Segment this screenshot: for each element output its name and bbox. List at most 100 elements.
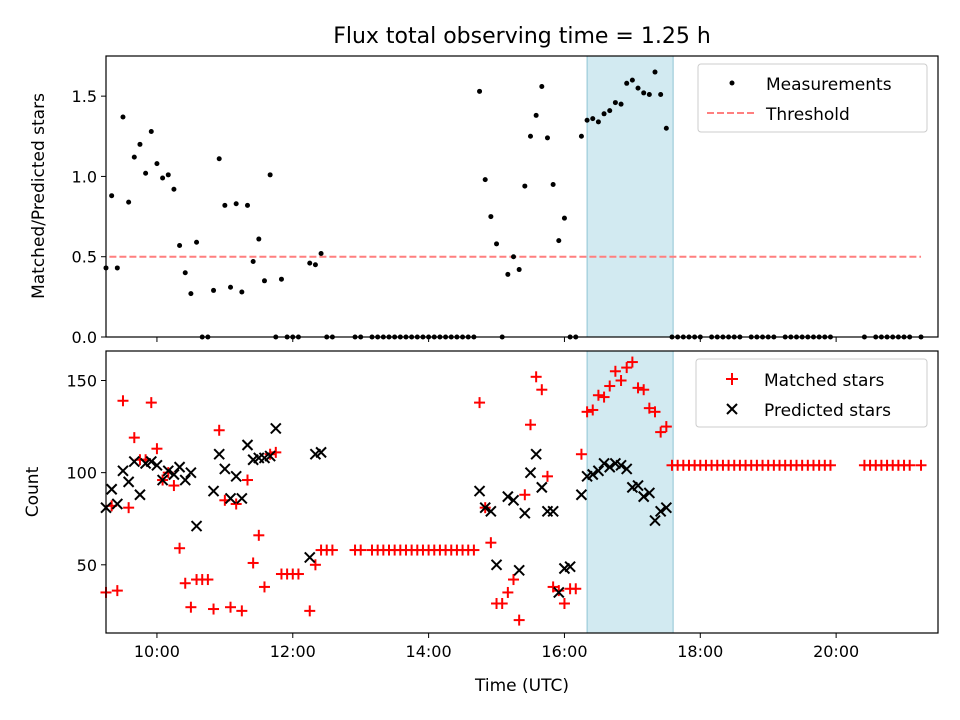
predicted-stars-point — [162, 465, 174, 477]
predicted-stars-point — [553, 586, 565, 599]
measurement-point — [658, 92, 664, 98]
predicted-stars-point — [660, 501, 673, 514]
predicted-stars-point — [168, 468, 180, 481]
matched-stars-point — [174, 542, 186, 554]
predicted-stars-point — [524, 466, 537, 479]
y-tick-label: 0.5 — [72, 248, 97, 267]
measurement-point — [120, 114, 126, 120]
measurement-point — [137, 141, 143, 147]
matched-stars-point — [258, 581, 270, 593]
measurement-point — [601, 111, 607, 117]
top-axes-frame — [105, 55, 939, 338]
measurement-point — [652, 69, 658, 75]
measurement-point — [511, 254, 517, 260]
matched-stars-point — [474, 397, 486, 409]
matched-stars-point — [253, 529, 265, 541]
bottom-x-ticks: 10:00 12:00 14:00 16:00 18:00 20:00 — [134, 633, 859, 661]
matched-stars-point — [185, 601, 197, 613]
predicted-stars-point — [315, 446, 327, 459]
measurement-point — [561, 215, 567, 221]
predicted-stars-point — [632, 479, 644, 492]
measurement-point — [318, 251, 324, 257]
measurement-point — [126, 199, 132, 205]
matched-stars-point — [208, 603, 220, 615]
predicted-stars-point — [637, 490, 650, 503]
matched-stars-point — [168, 480, 180, 492]
bottom-axes-frame — [105, 350, 939, 634]
predicted-stars-point — [621, 463, 633, 475]
predicted-stars-point — [207, 485, 220, 497]
measurement-point — [131, 154, 137, 160]
measurement-point — [544, 135, 550, 141]
predicted-stars-point — [513, 564, 525, 577]
predicted-stars-point — [185, 466, 197, 479]
matched-stars-point — [598, 391, 610, 403]
predicted-stars-point — [241, 439, 254, 451]
matched-stars-point — [638, 384, 650, 396]
measurement-point — [595, 119, 601, 125]
measurement-point — [109, 193, 115, 199]
legend-predicted-marker — [726, 403, 738, 415]
legend-matched-label: Matched stars — [764, 371, 884, 391]
top-y-ticks: 0.0 0.5 1.0 1.5 — [72, 87, 106, 347]
predicted-stars-point — [592, 465, 605, 477]
predicted-stars-point — [190, 520, 203, 532]
matched-stars-point — [530, 371, 542, 383]
measurement-point — [516, 267, 522, 273]
measurement-point — [505, 271, 511, 277]
predicted-stars-point — [490, 559, 503, 571]
matched-stars-point — [485, 537, 497, 549]
measurement-point — [222, 202, 228, 208]
matched-stars-point — [547, 581, 559, 593]
matched-stars-point — [632, 382, 644, 394]
matched-stars-point — [570, 583, 582, 595]
measurement-point — [239, 289, 245, 295]
top-highlight-span — [586, 55, 674, 338]
top-panel: 0.0 0.5 1.0 1.5 Flux total observing time =… — [29, 24, 939, 347]
measurement-point — [244, 202, 250, 208]
predicted-stars-point — [111, 498, 124, 510]
measurement-point — [267, 172, 273, 178]
legend-measurements-marker — [729, 80, 735, 86]
matched-stars-point — [904, 459, 916, 471]
bottom-y-ticks: 50 100 150 — [66, 371, 106, 575]
measurement-point — [578, 133, 584, 139]
predicted-stars-point — [530, 448, 542, 460]
matched-stars-point — [508, 574, 520, 586]
predicted-stars-point — [105, 483, 118, 495]
legend-measurements-label: Measurements — [766, 75, 892, 95]
measurement-point — [494, 241, 500, 247]
matched-stars-point — [270, 446, 282, 458]
measurement-point — [177, 242, 183, 248]
top-legend: Measurements Threshold — [697, 63, 928, 133]
matched-stars-point — [247, 557, 259, 569]
legend-predicted-label: Predicted stars — [764, 401, 891, 421]
matched-stars-point — [225, 601, 237, 613]
measurement-point — [261, 278, 267, 284]
measurement-point — [618, 101, 624, 107]
measurement-point — [228, 284, 234, 290]
x-tick-label: 16:00 — [541, 642, 587, 661]
x-tick-label: 18:00 — [677, 642, 723, 661]
matched-stars-point — [496, 598, 508, 610]
measurement-point — [148, 128, 154, 134]
x-tick-label: 10:00 — [134, 642, 180, 661]
matched-stars-point — [553, 585, 565, 597]
matched-stars-point — [123, 502, 135, 514]
measurement-point — [250, 259, 256, 265]
measurement-point — [188, 291, 194, 297]
predicted-stars-point — [219, 463, 231, 475]
predicted-stars-point — [128, 455, 141, 468]
measurement-point — [612, 100, 618, 106]
x-tick-label: 12:00 — [270, 642, 316, 661]
matched-stars-point — [309, 559, 321, 571]
measurement-point — [312, 262, 318, 268]
matched-stars-point — [575, 448, 587, 460]
measurement-point — [307, 260, 313, 266]
measurement-point — [194, 239, 200, 245]
matched-stars-point — [145, 397, 157, 409]
bottom-highlight-span — [586, 350, 674, 634]
matched-stars-point — [615, 374, 627, 386]
matched-stars-point — [519, 489, 531, 501]
